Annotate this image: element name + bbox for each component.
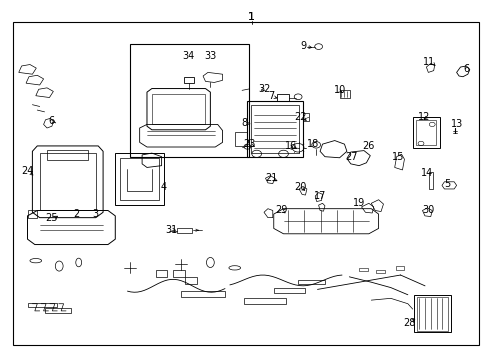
Text: 18: 18: [306, 139, 318, 149]
Bar: [428, 172, 432, 189]
Text: 17: 17: [313, 191, 325, 201]
Bar: [358, 268, 367, 271]
Text: 15: 15: [391, 152, 404, 162]
Text: 6: 6: [49, 116, 55, 126]
Text: 13: 13: [449, 120, 462, 129]
Text: 11: 11: [422, 57, 434, 67]
Bar: [234, 132, 246, 146]
Bar: [177, 228, 191, 233]
Bar: [303, 113, 308, 121]
Text: 7: 7: [267, 91, 274, 101]
Text: 28: 28: [402, 319, 415, 328]
Text: 34: 34: [182, 51, 194, 61]
Bar: [375, 270, 384, 273]
Bar: [27, 211, 37, 218]
Bar: [27, 303, 57, 307]
Bar: [250, 105, 299, 153]
Bar: [413, 295, 450, 332]
Bar: [120, 158, 159, 200]
Bar: [152, 94, 205, 125]
Text: 29: 29: [274, 206, 286, 216]
Bar: [130, 44, 249, 157]
Bar: [183, 77, 194, 83]
Text: 4: 4: [161, 182, 167, 192]
Text: 2: 2: [73, 209, 79, 219]
Bar: [277, 94, 289, 101]
Text: 8: 8: [241, 118, 247, 128]
Bar: [156, 270, 167, 277]
Bar: [181, 291, 224, 297]
Text: 24: 24: [21, 166, 33, 176]
Text: 21: 21: [264, 173, 277, 183]
Text: 1: 1: [248, 12, 255, 22]
Text: 26: 26: [362, 141, 374, 151]
Text: 27: 27: [345, 152, 357, 162]
Bar: [40, 153, 96, 211]
Bar: [44, 309, 71, 313]
Bar: [298, 280, 325, 284]
Bar: [415, 120, 435, 145]
Text: 16: 16: [284, 141, 296, 151]
Bar: [47, 149, 88, 160]
Text: 9: 9: [299, 41, 305, 50]
Text: 19: 19: [352, 198, 365, 208]
Text: 22: 22: [294, 112, 306, 122]
Text: 10: 10: [333, 85, 345, 95]
Text: 5: 5: [443, 179, 449, 189]
Text: 1: 1: [248, 12, 255, 22]
Text: 14: 14: [420, 168, 432, 178]
Text: 33: 33: [204, 51, 216, 61]
Bar: [244, 298, 285, 304]
Text: 12: 12: [417, 112, 429, 122]
Text: 20: 20: [294, 182, 306, 192]
Text: 31: 31: [165, 225, 177, 235]
Bar: [115, 153, 163, 205]
Text: 3: 3: [93, 209, 99, 219]
Bar: [412, 117, 439, 148]
Bar: [246, 101, 303, 157]
Text: 30: 30: [422, 206, 434, 216]
Bar: [273, 288, 305, 293]
Text: 23: 23: [243, 139, 255, 149]
Bar: [172, 270, 184, 277]
Text: 25: 25: [45, 213, 58, 222]
Bar: [416, 297, 447, 330]
Bar: [184, 277, 196, 284]
Bar: [395, 266, 404, 270]
Bar: [339, 90, 349, 98]
Text: 6: 6: [462, 64, 468, 74]
Text: 32: 32: [257, 84, 270, 94]
